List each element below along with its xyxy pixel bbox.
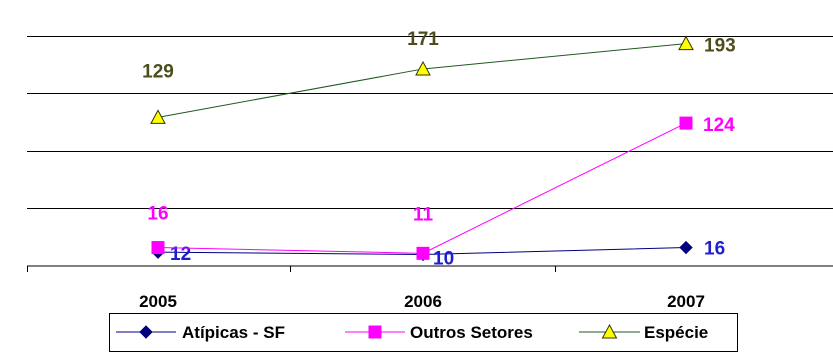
series-1: 12 10 16 [151, 239, 725, 269]
series-line-3 [157, 43, 687, 118]
x-axis-ticks: 2005 2006 2007 [27, 266, 705, 311]
series-3-point-3 [678, 35, 694, 51]
legend-label-3: Espécie [644, 323, 708, 342]
data-label-s2-p3: 124 [703, 115, 735, 136]
x-tick-label-2006: 2006 [404, 292, 442, 311]
legend-marker-3 [601, 323, 618, 339]
series-3-point-2 [415, 60, 431, 76]
data-label-s1-p2: 10 [433, 248, 454, 269]
series-1-point-3 [679, 240, 693, 255]
data-label-s3-p2: 171 [407, 29, 439, 50]
data-label-s2-p2: 11 [413, 204, 434, 225]
data-label-s3-p1: 129 [142, 61, 174, 82]
x-tick-label-2005: 2005 [139, 292, 177, 311]
series-2-point-1 [151, 241, 165, 255]
legend-label-1: Atípicas - SF [182, 323, 285, 342]
series-2-point-3 [679, 116, 693, 130]
x-tick-label-2007: 2007 [667, 292, 705, 311]
data-label-s3-p3: 193 [704, 36, 736, 57]
data-label-s2-p1: 16 [147, 204, 168, 225]
series-2: 16 11 124 [147, 115, 735, 260]
series-group: 12 10 16 16 11 124 129 171 193 [142, 29, 736, 270]
legend-marker-1 [139, 325, 153, 339]
series-3: 129 171 193 [142, 29, 736, 124]
series-line-2 [157, 122, 687, 254]
gridlines [27, 36, 833, 209]
legend-marker-2 [368, 325, 382, 339]
data-label-s1-p1: 12 [170, 244, 191, 265]
data-label-s1-p3: 16 [704, 239, 725, 260]
legend: Atípicas - SF Outros Setores Espécie [109, 313, 738, 352]
legend-label-2: Outros Setores [410, 323, 533, 342]
series-2-point-2 [416, 246, 430, 260]
series-3-point-1 [150, 109, 166, 124]
